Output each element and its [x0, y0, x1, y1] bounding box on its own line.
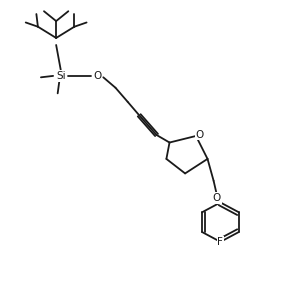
Text: O: O — [212, 193, 221, 203]
Text: Si: Si — [56, 71, 65, 81]
Text: O: O — [93, 71, 101, 81]
Text: F: F — [217, 237, 223, 247]
Text: O: O — [196, 130, 204, 139]
